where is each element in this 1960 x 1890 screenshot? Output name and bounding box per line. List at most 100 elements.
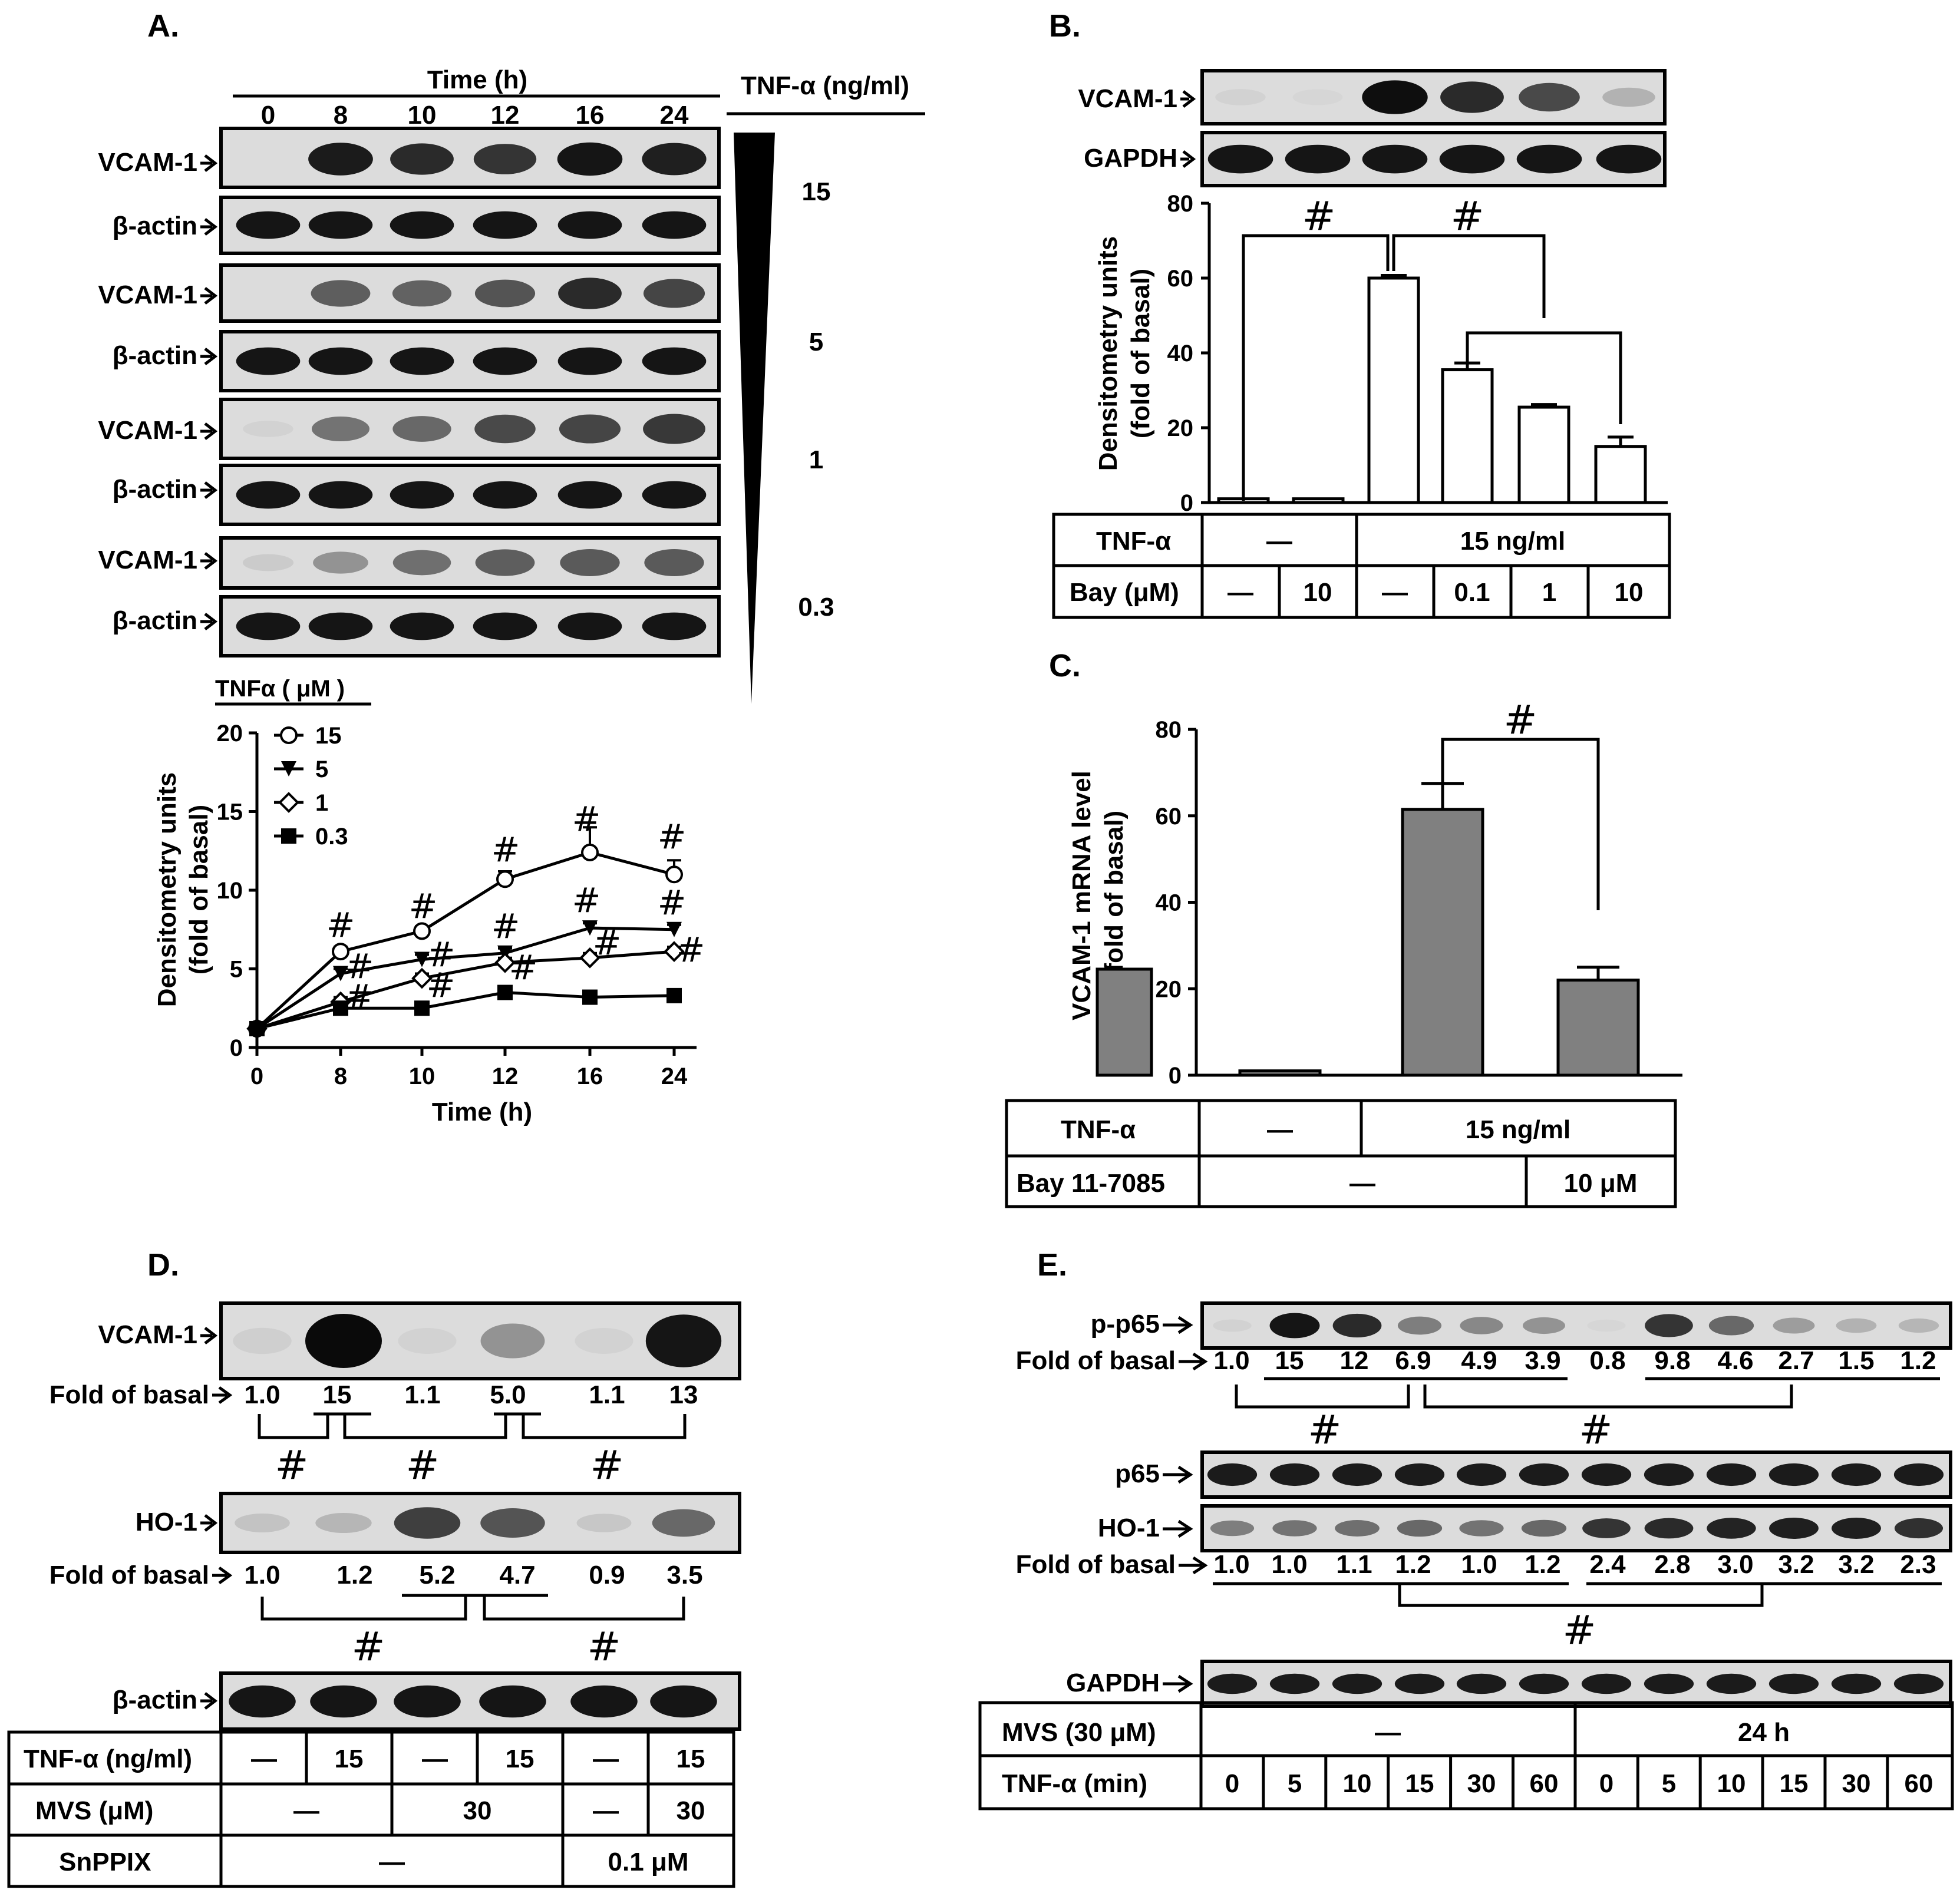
significance-bracket [1235, 1385, 1793, 1409]
y-tick-label: 20 [1156, 976, 1182, 1002]
arrow-icon [1163, 1465, 1193, 1484]
vcam1-band [305, 1314, 382, 1368]
table-cell: — [593, 1744, 619, 1773]
data-point [278, 792, 299, 813]
legend-title: TNFα ( μM ) [215, 676, 345, 702]
p65-band [1644, 1463, 1694, 1486]
actin-band [236, 347, 301, 375]
gapdh-label: GAPDH [1066, 1668, 1160, 1697]
gapdh-band [1581, 1673, 1632, 1694]
arrow-icon [1163, 1674, 1193, 1693]
significance-mark: # [1504, 697, 1537, 744]
tnf-dose-header: TNF-α (ng/ml) [741, 71, 909, 100]
gapdh-band [1394, 1673, 1445, 1694]
panel-e: E. p-p65 Fold of basal 1.0 15 12 6.9 4.9… [978, 1247, 1954, 1810]
y-tick-label: 40 [1156, 890, 1182, 916]
y-tick-label: 60 [1156, 804, 1182, 830]
table-cell: 15 [1405, 1769, 1434, 1798]
gapdh-bands [1207, 144, 1662, 174]
pp65-fold-values: 1.0 15 12 6.9 4.9 3.9 0.8 9.8 4.6 2.7 1.… [1213, 1346, 1936, 1375]
significance-mark: # [491, 830, 520, 870]
actin-band [557, 347, 622, 375]
panel-d-letter: D. [147, 1247, 179, 1283]
x-tick-label: 8 [334, 1063, 347, 1089]
vcam1-blot-1 [219, 398, 721, 460]
panel-a: A. Time (h) TNF-α (ng/ml) 0 8 10 12 16 2… [98, 8, 925, 1126]
significance-bracket [1398, 1584, 1764, 1607]
table-cell: 60 [1530, 1769, 1559, 1798]
fold-value: 13 [669, 1380, 698, 1409]
ho1-band [1582, 1518, 1631, 1538]
table-cell: 0.1 μM [608, 1848, 689, 1876]
actin-label: β-actin [113, 475, 197, 504]
significance-mark: # [1308, 1407, 1342, 1453]
table-cell: 30 [1842, 1769, 1871, 1798]
fold-value: 2.4 [1589, 1550, 1626, 1579]
bar [1292, 497, 1345, 504]
table-cell: 10 [1304, 578, 1332, 607]
y-axis-label: Densitometry units [153, 772, 182, 1007]
x-tick-label: 12 [492, 1063, 519, 1089]
vcam1-label: VCAM-1 [1078, 84, 1177, 113]
table-cell: 5 [1288, 1769, 1302, 1798]
panel-e-letter: E. [1037, 1247, 1067, 1283]
fold-value: 3.5 [666, 1561, 702, 1590]
vcam1-band [643, 414, 705, 444]
ho1-band [1210, 1520, 1255, 1537]
y-tick-label: 10 [217, 878, 243, 904]
row-label-tnf: TNF-α [1061, 1115, 1136, 1144]
data-point [281, 761, 296, 777]
fold-value: 3.2 [1778, 1550, 1814, 1579]
vcam1-blot [1200, 69, 1667, 125]
row-label-bay: Bay (μM) [1070, 578, 1179, 607]
vcam1-bands-0.3 [242, 549, 704, 576]
vcam1-band [1215, 89, 1266, 105]
data-point [333, 966, 348, 982]
fold-of-basal-label: Fold of basal [1016, 1550, 1176, 1579]
vcam1-blot-0.3 [219, 536, 721, 590]
vcam1-bands [233, 1314, 722, 1368]
fold-value: 1.1 [1336, 1550, 1372, 1579]
p65-band [1394, 1463, 1445, 1486]
significance-mark: # [345, 946, 374, 986]
significance-mark: # [588, 1624, 621, 1670]
table-cell: — [251, 1744, 277, 1773]
bars [1217, 274, 1647, 504]
fold-value: 1.0 [244, 1380, 280, 1409]
series-line [256, 950, 675, 1030]
y-tick-label: 40 [1167, 341, 1194, 366]
gapdh-label: GAPDH [1084, 144, 1177, 173]
vcam1-bands-1 [243, 414, 705, 444]
vcam1-bands-5 [243, 277, 705, 309]
vcam1-band [243, 421, 293, 437]
p65-band [1269, 1463, 1320, 1486]
time-label: 12 [491, 101, 520, 130]
significance-bracket [1466, 331, 1622, 424]
y-ticks: 0 20 40 60 80 [1167, 191, 1209, 516]
gapdh-band [1332, 1673, 1382, 1694]
dose-wedge [734, 133, 775, 704]
pp65-blot [1200, 1301, 1952, 1350]
ho1-band [235, 1514, 290, 1532]
vcam1-band [1440, 81, 1504, 113]
panel-b-letter: B. [1049, 8, 1081, 44]
data-point [665, 865, 683, 884]
actin-blot-15 [219, 196, 721, 255]
vcam1-band [390, 143, 454, 175]
panel-c-bar-chart: VCAM-1 mRNA level (fold of basal) 0 20 40 6… [1067, 697, 1682, 1089]
vcam1-band [644, 549, 704, 576]
pp65-band [1460, 1317, 1503, 1334]
x-tick-label: 24 [661, 1063, 688, 1089]
pp65-band [1397, 1316, 1442, 1335]
arrow-icon [200, 218, 218, 236]
arrow-icon [200, 1327, 218, 1344]
actin-band [570, 1685, 638, 1718]
vcam1-band [1362, 80, 1428, 114]
y-axis-label: Densitometry units [1094, 236, 1123, 471]
actin-band [473, 612, 537, 640]
time-label: 0 [261, 101, 275, 130]
vcam1-fold-values: 1.0 15 1.1 5.0 1.1 13 [244, 1380, 698, 1409]
arrow-icon [1180, 150, 1196, 168]
panel-c-condition-table: TNF-α — 15 ng/ml Bay 11-7085 — 10 μM [1005, 1099, 1677, 1208]
table-cell: 10 μM [1564, 1169, 1638, 1198]
